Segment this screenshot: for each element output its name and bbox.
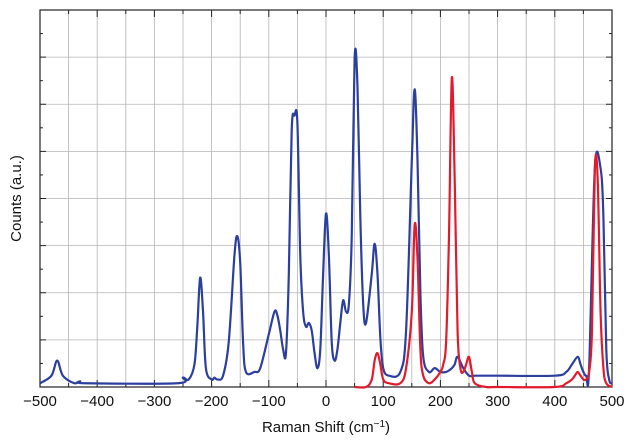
x-axis-label-sup: −1 [374, 419, 386, 430]
x-tick-label: 0 [322, 393, 330, 410]
x-tick-label: 100 [371, 393, 396, 410]
grid-lines [40, 10, 612, 387]
x-tick-label: −100 [252, 393, 286, 410]
x-tick-label: 200 [428, 393, 453, 410]
series-line-2 [354, 76, 613, 389]
x-tick-label: −400 [80, 393, 114, 410]
series-line-1 [39, 47, 613, 387]
x-tick-label: 400 [542, 393, 567, 410]
x-tick-label: −500 [23, 393, 57, 410]
axis-ticks [39, 10, 613, 387]
x-axis-label-close: ) [385, 419, 390, 436]
x-tick-label: −300 [138, 393, 172, 410]
x-tick-label: 500 [599, 393, 624, 410]
x-axis-label: Raman Shift (cm−1) [262, 419, 390, 437]
x-tick-label: 300 [485, 393, 510, 410]
y-axis-label: Counts (a.u.) [8, 155, 25, 242]
x-tick-labels: −500 −400 −300 −200 −100 0 100 200 300 400 500 [23, 393, 624, 410]
x-axis-label-main: Raman Shift (cm [262, 419, 374, 436]
series-layer [39, 47, 613, 389]
x-tick-label: −200 [195, 393, 229, 410]
